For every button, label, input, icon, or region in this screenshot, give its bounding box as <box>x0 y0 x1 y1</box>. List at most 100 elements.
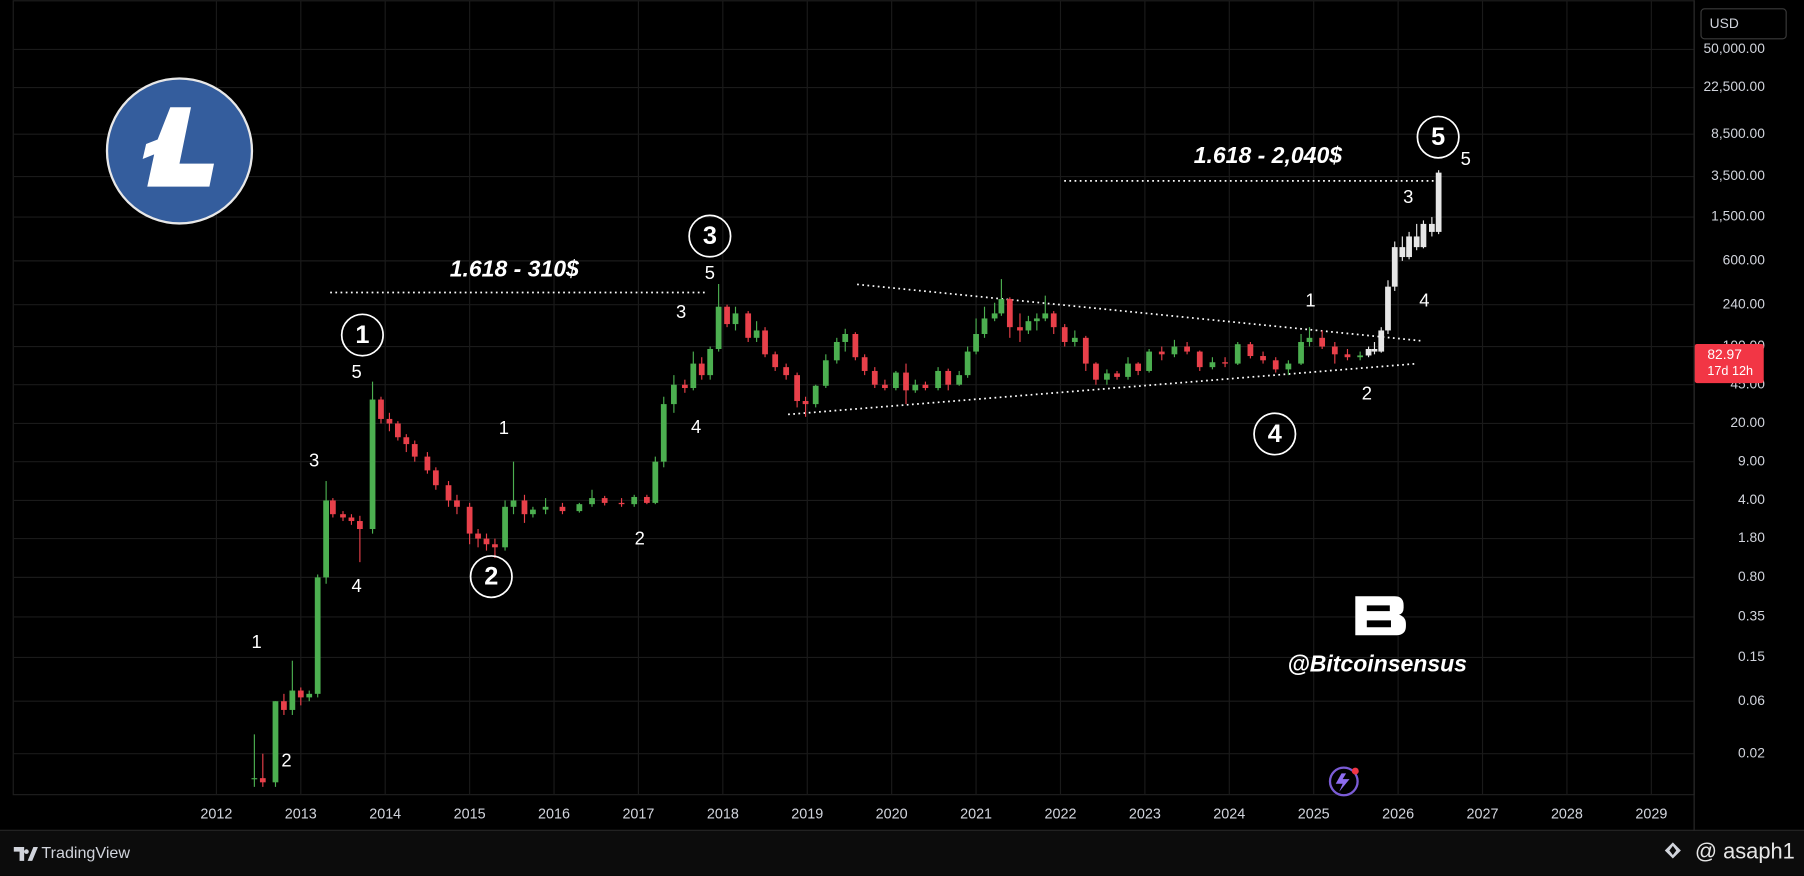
wave-circle-label: 2 <box>484 562 498 590</box>
x-tick-label: 2019 <box>791 807 823 823</box>
wave-label: 3 <box>676 301 686 322</box>
candle-body <box>1071 337 1078 342</box>
price-tag <box>1694 343 1764 384</box>
wave-circle-label: 3 <box>703 222 717 250</box>
candle-body <box>1378 330 1385 352</box>
watermark-logo <box>1355 596 1406 636</box>
candle-body <box>1158 351 1165 355</box>
trend-lines <box>330 179 1441 416</box>
currency-label[interactable]: USD <box>1710 16 1739 31</box>
candle-body <box>1082 337 1089 364</box>
candle-body <box>1420 223 1427 248</box>
candle-body <box>1196 351 1203 368</box>
x-tick-label: 2025 <box>1298 807 1330 823</box>
candle-body <box>589 498 595 505</box>
candle-body <box>618 502 625 505</box>
candle-body <box>1272 360 1279 370</box>
candle-body <box>466 506 473 534</box>
wave-circle-label: 5 <box>1431 123 1445 151</box>
wave-label: 1 <box>499 417 509 438</box>
wave-circle <box>1253 412 1297 456</box>
candle-body <box>259 778 266 783</box>
candle-body <box>762 330 768 355</box>
x-tick-label: 2021 <box>960 807 992 823</box>
candle-body <box>842 333 849 342</box>
candle-body <box>483 538 490 545</box>
candle-body <box>1319 337 1326 347</box>
y-tick-label: 0.15 <box>1738 649 1765 664</box>
user-handle[interactable]: @ asaph1 <box>1695 839 1795 864</box>
y-tick-label: 1,500.00 <box>1711 209 1765 224</box>
triangle-upper <box>857 283 1421 342</box>
candle-body <box>1371 348 1378 352</box>
x-tick-label: 2026 <box>1382 807 1414 823</box>
candle-body <box>1435 172 1442 232</box>
candle-body <box>973 333 979 352</box>
x-tick-label: 2012 <box>200 807 232 823</box>
x-tick-label: 2016 <box>538 807 570 823</box>
candle-body <box>1331 346 1338 355</box>
candle-body <box>1306 337 1313 342</box>
candle-body <box>1184 346 1190 352</box>
candle-body <box>882 384 888 389</box>
y-tick-label: 9.00 <box>1738 453 1765 468</box>
price-tag-countdown: 17d 12h <box>1707 364 1753 378</box>
brand-name[interactable]: TradingView <box>41 844 130 862</box>
candle-body <box>386 418 393 424</box>
bottom-bar <box>0 830 1804 876</box>
candle-body <box>424 456 431 471</box>
candle-body <box>998 299 1005 314</box>
x-tick-label: 2014 <box>369 807 401 823</box>
candle-body <box>251 778 258 780</box>
candle-body <box>715 306 722 349</box>
candle-body <box>1017 327 1023 331</box>
candle-body <box>724 306 730 325</box>
wave-label: 2 <box>635 528 645 549</box>
candle-body <box>772 354 779 368</box>
candle-body <box>753 330 760 338</box>
y-tick-label: 600.00 <box>1723 253 1766 268</box>
candle-body <box>631 496 638 505</box>
candle-body <box>794 375 801 402</box>
candle-body <box>1234 344 1241 364</box>
candle-body <box>1357 355 1364 358</box>
currency-button[interactable] <box>1700 8 1787 40</box>
brand-logo <box>13 847 38 861</box>
candle-body <box>893 372 899 389</box>
wave-label: 5 <box>352 361 362 382</box>
candle-body <box>1050 313 1057 328</box>
y-tick-label: 8,500.00 <box>1711 126 1765 141</box>
candle-body <box>698 363 705 376</box>
y-tick-label: 0.35 <box>1738 609 1765 624</box>
candle-body <box>732 313 739 325</box>
x-tick-label: 2020 <box>876 807 908 823</box>
candle-body <box>411 444 418 457</box>
candle-body <box>601 498 608 503</box>
x-tick-label: 2022 <box>1044 807 1076 823</box>
y-tick-label: 0.06 <box>1738 693 1765 708</box>
candle-body <box>492 544 498 548</box>
y-tick-label: 4.00 <box>1738 492 1765 507</box>
wave-label: 2 <box>1362 383 1372 404</box>
candle-body <box>272 701 279 783</box>
candle-body <box>297 690 304 698</box>
candle-body <box>1406 236 1412 258</box>
wave-circle <box>340 313 384 357</box>
watermark-icon <box>1355 596 1406 636</box>
x-tick-label: 2023 <box>1129 807 1161 823</box>
candle-body <box>783 367 790 376</box>
candle-body <box>852 333 859 358</box>
candle-body <box>660 404 667 462</box>
candles <box>251 170 1442 787</box>
candle-body <box>956 375 963 385</box>
candle-body <box>690 363 697 389</box>
y-tick-label: 20.00 <box>1730 415 1765 430</box>
x-tick-label: 2024 <box>1213 807 1245 823</box>
candle-body <box>576 504 583 512</box>
candle-body <box>945 370 952 385</box>
candle-body <box>1298 341 1304 364</box>
candle-body <box>1114 373 1120 377</box>
